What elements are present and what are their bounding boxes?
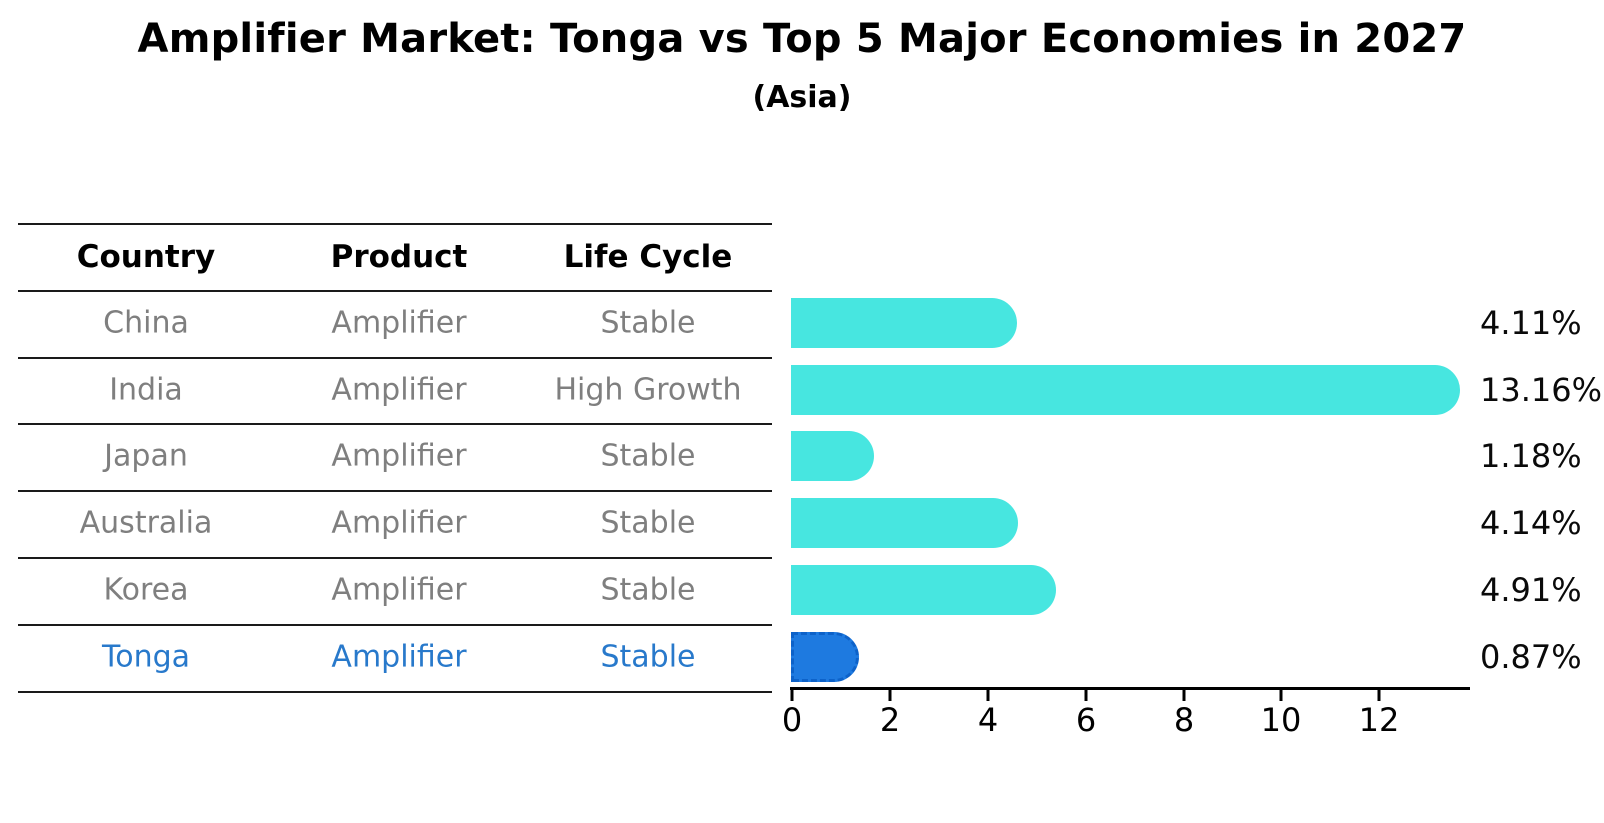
table-divider: [18, 290, 772, 292]
table-cell-life-cycle-highlighted: Stable: [600, 639, 696, 675]
table-cell-life-cycle: Stable: [600, 572, 696, 608]
column-header-country: Country: [76, 239, 216, 275]
table-cell-country: China: [103, 305, 189, 341]
bar-china: [791, 298, 1017, 348]
table-cell-country-highlighted: Tonga: [101, 639, 191, 675]
table-cell-product: Amplifier: [331, 438, 467, 474]
x-axis-tick: [790, 690, 794, 701]
x-axis-tick: [1279, 690, 1283, 701]
bar-tonga-highlighted: [791, 632, 859, 682]
table-divider: [18, 223, 772, 225]
table-divider: [18, 557, 772, 559]
bar-value-label: 4.14%: [1480, 504, 1582, 542]
x-axis-tick: [1182, 690, 1186, 701]
table-cell-life-cycle: Stable: [600, 305, 696, 341]
x-axis-line: [790, 687, 1470, 690]
column-header-life-cycle: Life Cycle: [563, 239, 733, 275]
table-divider: [18, 490, 772, 492]
x-axis-tick-label: 10: [1260, 701, 1302, 739]
bar-japan: [791, 431, 874, 481]
table-cell-country: Australia: [79, 505, 213, 541]
bar-india: [791, 365, 1460, 415]
x-axis-tick-label: 12: [1358, 701, 1400, 739]
bar-value-label: 4.11%: [1480, 304, 1582, 342]
x-axis-tick-label: 6: [1075, 701, 1097, 739]
table-cell-life-cycle: Stable: [600, 505, 696, 541]
x-axis-tick: [986, 690, 990, 701]
table-cell-country: Japan: [104, 438, 188, 474]
x-axis-tick-label: 4: [977, 701, 999, 739]
x-axis-tick: [1377, 690, 1381, 701]
table-divider: [18, 691, 772, 693]
table-divider: [18, 357, 772, 359]
x-axis-tick-label: 2: [879, 701, 901, 739]
x-axis-tick: [1084, 690, 1088, 701]
bar-korea: [791, 565, 1056, 615]
table-cell-life-cycle: High Growth: [554, 372, 742, 408]
table-divider: [18, 423, 772, 425]
column-header-product: Product: [330, 239, 468, 275]
chart-title: Amplifier Market: Tonga vs Top 5 Major E…: [137, 16, 1467, 62]
bar-value-label: 13.16%: [1480, 371, 1603, 409]
table-cell-country: Korea: [103, 572, 189, 608]
x-axis-tick-label: 0: [781, 701, 803, 739]
x-axis-tick-label: 8: [1173, 701, 1195, 739]
table-cell-product-highlighted: Amplifier: [331, 639, 467, 675]
x-axis-tick: [888, 690, 892, 701]
bar-value-label: 0.87%: [1480, 638, 1582, 676]
table-cell-country: India: [109, 372, 183, 408]
table-cell-product: Amplifier: [331, 505, 467, 541]
table-cell-product: Amplifier: [331, 572, 467, 608]
bar-australia: [791, 498, 1018, 548]
table-cell-product: Amplifier: [331, 372, 467, 408]
bar-value-label: 1.18%: [1480, 437, 1582, 475]
table-divider: [18, 624, 772, 626]
bar-value-label: 4.91%: [1480, 571, 1582, 609]
table-cell-life-cycle: Stable: [600, 438, 696, 474]
table-cell-product: Amplifier: [331, 305, 467, 341]
chart-subtitle: (Asia): [752, 80, 852, 115]
